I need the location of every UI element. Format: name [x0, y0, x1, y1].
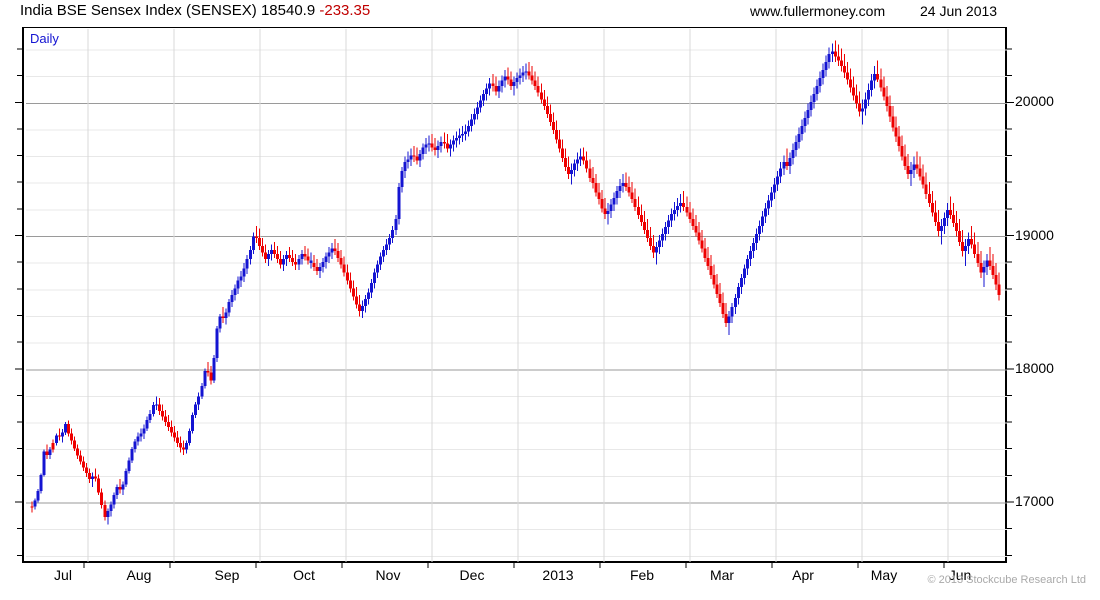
- y-axis-tick-label: 19000: [1015, 226, 1054, 243]
- provider-website: www.fullermoney.com: [750, 3, 886, 19]
- x-axis-tick-label: Dec: [459, 567, 485, 583]
- x-axis-tick-label: Sep: [214, 567, 240, 583]
- x-axis-tick-label: Feb: [629, 567, 655, 583]
- x-axis-tick-label: May: [870, 567, 898, 583]
- copyright-notice: © 2013 Stockcube Research Ltd: [927, 574, 1086, 586]
- chart-gridlines: [26, 29, 1007, 562]
- instrument-title-text: India BSE Sensex Index (SENSEX) 18540.9: [20, 2, 316, 19]
- chart-header: India BSE Sensex Index (SENSEX) 18540.9 …: [0, 0, 1100, 26]
- frequency-label: Daily: [30, 31, 59, 46]
- x-axis-tick-label: 2013: [542, 567, 574, 583]
- x-axis-tick-label: Oct: [293, 567, 315, 583]
- price-change: -233.35: [319, 2, 371, 19]
- x-axis-tick-label: Jun: [948, 567, 972, 583]
- x-axis-tick-label: Aug: [126, 567, 152, 583]
- instrument-title: India BSE Sensex Index (SENSEX) 18540.9 …: [20, 2, 370, 19]
- chart-date: 24 Jun 2013: [920, 3, 998, 19]
- y-axis-tick-label: 20000: [1015, 93, 1054, 110]
- x-axis-tick-label: Nov: [375, 567, 401, 583]
- chart-plot-area[interactable]: Daily: [22, 27, 1007, 563]
- y-axis-tick-label: 17000: [1015, 493, 1054, 510]
- candlestick-series: [30, 40, 1001, 525]
- x-axis-tick-label: Apr: [792, 567, 814, 583]
- x-axis-tick-label: Mar: [709, 567, 735, 583]
- y-axis-tick-label: 18000: [1015, 359, 1054, 376]
- x-axis-tick-label: Jul: [54, 567, 72, 583]
